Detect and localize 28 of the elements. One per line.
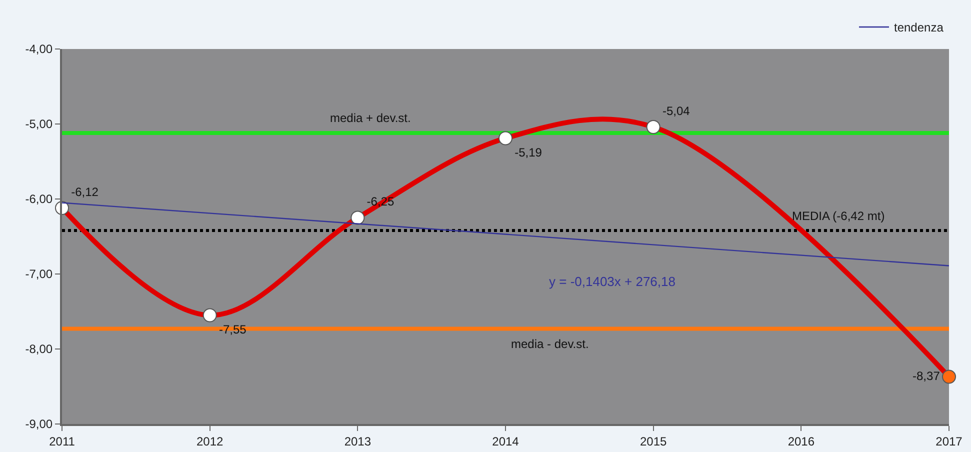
data-label: -5,19 bbox=[514, 145, 542, 160]
annotation: y = -0,1403x + 276,18 bbox=[549, 274, 676, 289]
x-tick-label: 2011 bbox=[49, 434, 76, 448]
data-label: -5,04 bbox=[662, 104, 690, 118]
y-tick-label: -9,00 bbox=[25, 417, 53, 432]
x-tick-label: 2017 bbox=[936, 434, 963, 448]
y-tick-label: -7,00 bbox=[25, 267, 53, 282]
ref-line-label: MEDIA (-6,42 mt) bbox=[792, 209, 885, 223]
point bbox=[350, 210, 365, 225]
point bbox=[942, 370, 956, 384]
data-label: -6,12 bbox=[71, 184, 99, 199]
y-tick-label: -8,00 bbox=[25, 342, 53, 356]
legend-label: tendenza bbox=[894, 20, 944, 35]
y-tick-label: -5,00 bbox=[25, 117, 53, 132]
x-tick-label: 2016 bbox=[788, 434, 815, 448]
x-tick-label: 2012 bbox=[196, 434, 224, 448]
x-tick-label: 2014 bbox=[492, 434, 520, 448]
ref-line-label: media + dev.st. bbox=[330, 111, 411, 125]
point bbox=[646, 120, 660, 134]
point bbox=[498, 131, 512, 146]
y-tick-label: -6,00 bbox=[25, 192, 53, 206]
point bbox=[202, 308, 217, 322]
data-label: -8,37 bbox=[912, 368, 940, 383]
ref-line-label: media - dev.st. bbox=[511, 337, 589, 351]
data-label: -7,55 bbox=[218, 322, 247, 336]
y-tick-label: -4,00 bbox=[25, 42, 53, 56]
x-tick-label: 2013 bbox=[344, 434, 372, 448]
x-tick-label: 2015 bbox=[640, 434, 667, 448]
